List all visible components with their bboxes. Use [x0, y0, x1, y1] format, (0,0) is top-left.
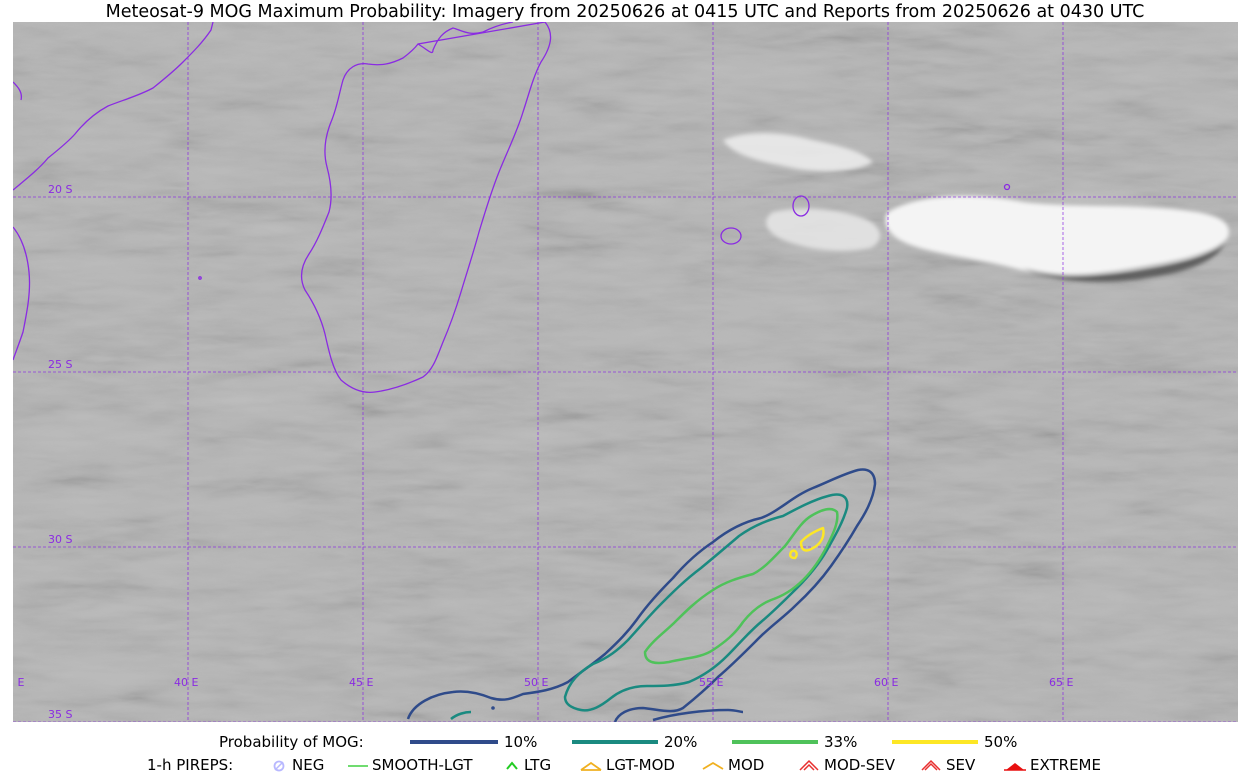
- legend-line-50-icon: [892, 740, 978, 744]
- legend-item-mod: MOD: [700, 756, 764, 774]
- legend-label-50: 50%: [984, 733, 1018, 751]
- legend-label-ltg: LTG: [524, 756, 552, 774]
- legend-item-ltg: LTG: [502, 756, 551, 774]
- legend-label-extreme: EXTREME: [1030, 756, 1101, 774]
- lat-label-35s: 35 S: [48, 708, 73, 721]
- legend-label-mod: MOD: [728, 756, 765, 774]
- mod-sev-icon: [799, 759, 819, 771]
- lgt-mod-icon: [580, 761, 602, 771]
- smooth-lgt-line-icon: [348, 765, 368, 767]
- legend-label-smooth-lgt: SMOOTH-LGT: [372, 756, 473, 774]
- legend-label-33: 33%: [824, 733, 858, 751]
- reunion-island: [720, 227, 742, 245]
- coastlines: [13, 22, 1011, 393]
- contour-20-percent: [563, 493, 849, 712]
- lat-label-20s: 20 S: [48, 183, 73, 196]
- contour-33-percent: [643, 507, 839, 665]
- legend-label-sev: SEV: [946, 756, 976, 774]
- legend-item-33: 33%: [732, 733, 857, 751]
- mog-probability-contours: [406, 468, 877, 722]
- mod-icon: [702, 761, 724, 770]
- lon-label-45e: 45 E: [349, 676, 374, 689]
- legend-item-50: 50%: [892, 733, 1017, 751]
- lat-lon-gridlines: [13, 22, 1238, 722]
- madagascar-coastline: [300, 22, 552, 393]
- lon-label-35e: 35 E: [13, 676, 25, 689]
- extreme-icon: [1004, 763, 1026, 771]
- legend-item-mod-sev: MOD-SEV: [796, 756, 895, 774]
- legend-item-smooth-lgt: SMOOTH-LGT: [346, 756, 473, 774]
- pireps-legend: 1-h PIREPS: NEG SMOOTH-LGT LTG LGT-MOD M…: [0, 756, 1250, 776]
- legend-line-10-icon: [410, 740, 498, 744]
- mauritius-island: [792, 195, 810, 217]
- neg-icon: [273, 760, 285, 772]
- contour-10-percent: [406, 468, 877, 722]
- legend-label-20: 20%: [664, 733, 698, 751]
- lon-label-55e: 55 E: [699, 676, 724, 689]
- legend-item-10: 10%: [410, 733, 537, 751]
- lat-label-30s: 30 S: [48, 533, 73, 546]
- legend-line-20-icon: [572, 740, 658, 744]
- pireps-legend-title: 1-h PIREPS:: [147, 756, 234, 774]
- legend-item-20: 20%: [572, 733, 697, 751]
- lon-label-50e: 50 E: [524, 676, 549, 689]
- legend-item-extreme: EXTREME: [1002, 756, 1101, 774]
- lon-label-60e: 60 E: [874, 676, 899, 689]
- africa-coastline: [13, 22, 214, 191]
- sev-icon: [921, 759, 941, 771]
- legend-label-10: 10%: [504, 733, 538, 751]
- legend-item-sev: SEV: [918, 756, 975, 774]
- legend-label-neg: NEG: [292, 756, 325, 774]
- ltg-caret-icon: [506, 761, 518, 770]
- lon-label-40e: 40 E: [174, 676, 199, 689]
- legend-item-neg: NEG: [270, 756, 324, 774]
- legend-label-lgt-mod: LGT-MOD: [606, 756, 675, 774]
- contour-50-percent: [788, 526, 825, 560]
- cloud-band: [723, 133, 1229, 282]
- legend-item-lgt-mod: LGT-MOD: [578, 756, 675, 774]
- map-canvas: [13, 22, 1238, 722]
- legend-line-33-icon: [732, 740, 818, 744]
- probability-legend: Probability of MOG: 10% 20% 33% 50%: [0, 733, 1250, 753]
- chart-title: Meteosat-9 MOG Maximum Probability: Imag…: [105, 2, 1145, 22]
- lon-label-65e: 65 E: [1049, 676, 1074, 689]
- probability-legend-title: Probability of MOG:: [219, 733, 364, 751]
- lat-label-25s: 25 S: [48, 358, 73, 371]
- satellite-map: 20 S 25 S 30 S 35 S 35 E 40 E 45 E 50 E …: [13, 22, 1238, 722]
- legend-label-mod-sev: MOD-SEV: [824, 756, 895, 774]
